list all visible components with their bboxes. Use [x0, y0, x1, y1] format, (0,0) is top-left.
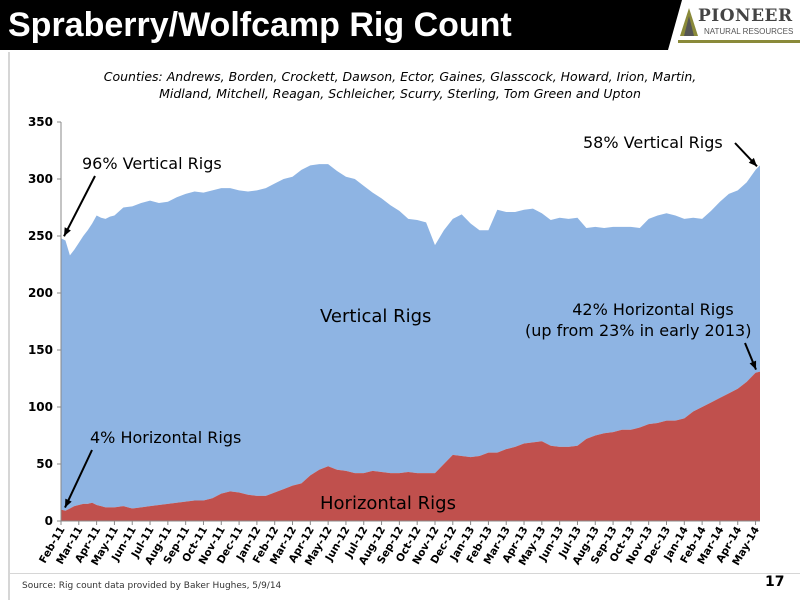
subtitle-line-2: Midland, Mitchell, Reagan, Schleicher, S…: [159, 86, 641, 101]
annotation-horizontal-end-line-2: (up from 23% in early 2013): [525, 321, 752, 340]
arrow-shaft: [63, 175, 96, 237]
arrow-head: [748, 157, 757, 167]
x-axis-ticks: Feb-11Mar-11Apr-11May-11Jun-11Jul-11Aug-…: [37, 521, 762, 568]
annotation-horizontal-end: 42% Horizontal Rigs: [553, 300, 753, 319]
annotation-arrows: [63, 142, 758, 509]
logo-accent-bar: [678, 40, 800, 43]
arrow-vertical-start: [63, 175, 96, 237]
arrow-vertical-end: [734, 142, 758, 168]
logo-name: PIONEER: [698, 6, 793, 26]
series-vertical-rigs-area: [61, 164, 760, 511]
arrow-horizontal-start: [64, 449, 93, 509]
y-tick-label: 150: [28, 343, 53, 357]
y-tick-label: 100: [28, 400, 53, 414]
chart-axes: [60, 122, 760, 522]
y-tick-label: 50: [36, 457, 53, 471]
page-number: 17: [765, 574, 785, 590]
subtitle-line-1: Counties: Andrews, Borden, Crockett, Daw…: [103, 69, 697, 84]
title-bar: Spraberry/Wolfcamp Rig Count PIONEER NAT…: [0, 0, 800, 50]
vertical-area-label: Vertical Rigs: [320, 306, 432, 327]
y-tick-label: 350: [28, 115, 53, 129]
series-horizontal-rigs-area: [61, 371, 760, 521]
arrow-head: [64, 227, 71, 237]
arrow-shaft: [64, 449, 93, 509]
left-divider: [8, 52, 10, 600]
slide-title: Spraberry/Wolfcamp Rig Count: [8, 6, 512, 44]
source-note: Source: Rig count data provided by Baker…: [22, 581, 282, 591]
y-tick-label: 0: [45, 514, 53, 528]
y-tick-label: 250: [28, 229, 53, 243]
annotation-horizontal-end-line-1: 42% Horizontal Rigs: [572, 300, 734, 319]
arrow-head: [749, 360, 757, 370]
logo-tagline: NATURAL RESOURCES: [704, 27, 794, 36]
annotation-vertical-start: 96% Vertical Rigs: [82, 154, 222, 173]
chart-subtitle: Counties: Andrews, Borden, Crockett, Daw…: [60, 68, 740, 102]
company-logo: PIONEER NATURAL RESOURCES: [668, 0, 800, 50]
annotation-horizontal-start: 4% Horizontal Rigs: [90, 428, 242, 447]
arrow-head: [65, 498, 72, 508]
chart-areas: [61, 164, 760, 521]
horizontal-area-label: Horizontal Rigs: [320, 493, 456, 514]
y-axis-ticks: 0 50 100 150 200 250 300 350: [28, 115, 61, 528]
y-tick-label: 300: [28, 172, 53, 186]
bottom-divider: [8, 573, 800, 574]
y-tick-label: 200: [28, 286, 53, 300]
logo-mark-icon: [680, 8, 698, 36]
arrow-horizontal-end: [744, 342, 757, 371]
annotation-vertical-end: 58% Vertical Rigs: [583, 133, 723, 152]
